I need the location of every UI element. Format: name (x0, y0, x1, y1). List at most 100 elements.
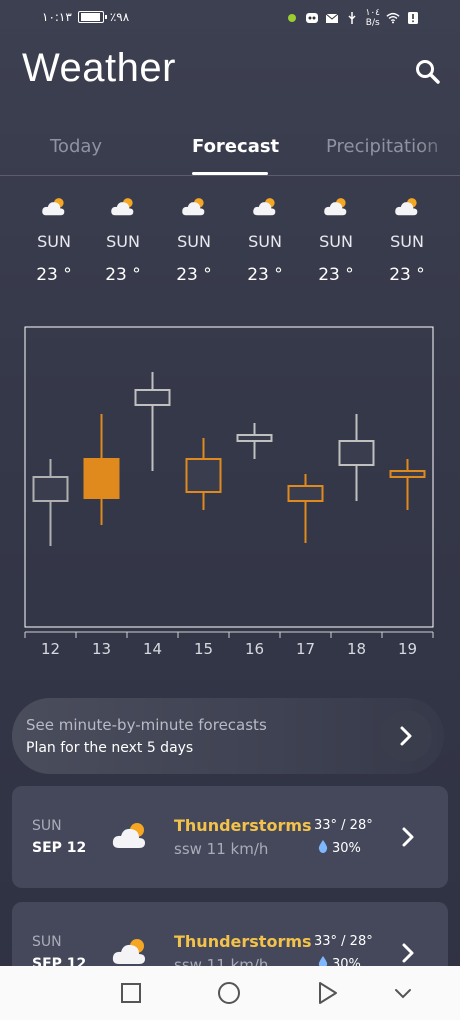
tab-precipitation[interactable]: Precipitation (326, 136, 439, 157)
thunderstorm-weather-icon (110, 820, 150, 852)
forecast-day-temp: 23 ° (176, 265, 212, 285)
status-time: ١٠:١٣ (42, 10, 72, 24)
card-date: SEP 12 (32, 840, 87, 856)
partly-cloudy-icon (182, 198, 205, 216)
candle-body (389, 470, 426, 478)
status-bar: ١٠:١٣ ٪٩٨ ١٠٤ B/s (0, 0, 460, 36)
bug-icon (288, 14, 297, 22)
search-button[interactable] (412, 56, 444, 88)
forecast-day[interactable]: SUN 23 ° (24, 196, 84, 285)
candle-19 (389, 459, 426, 510)
partly-cloudy-icon (322, 196, 350, 218)
status-right: ١٠٤ B/s (285, 8, 420, 28)
forecast-day-temp: 23 ° (389, 265, 425, 285)
wifi-icon (386, 12, 400, 24)
card-day-of-week: SUN (32, 818, 62, 834)
tab-indicator (192, 172, 268, 175)
battery-icon (77, 11, 107, 23)
card-condition: Thunderstorms (174, 932, 312, 951)
candle-13 (83, 414, 120, 525)
partly-cloudy-icon (324, 198, 347, 216)
x-tick-label: 17 (296, 640, 315, 658)
chevron-right-icon (400, 726, 412, 746)
forecast-day-temp: 23 ° (247, 265, 283, 285)
chevron-right-icon[interactable] (398, 826, 418, 848)
alert-icon (408, 12, 418, 24)
candle-body (32, 476, 69, 502)
network-speed: ١٠٤ B/s (365, 8, 380, 28)
forecast-day[interactable]: SUN 23 ° (377, 196, 437, 285)
x-tick-label: 13 (92, 640, 111, 658)
network-speed-value: ١٠٤ (365, 8, 380, 18)
candle-body (185, 458, 222, 493)
forecast-day[interactable]: SUN 23 ° (93, 196, 153, 285)
daily-forecast-card[interactable]: SUN SEP 12 Thunderstorms ssw 11 km/h 33° / 2… (12, 786, 448, 888)
forecast-day-temp: 23 ° (105, 265, 141, 285)
card-day-of-week: SUN (32, 934, 62, 950)
card-precip: 30% (318, 840, 361, 856)
card-temps: 33° / 28° (314, 934, 373, 949)
candle-15 (185, 438, 222, 510)
minute-forecast-banner[interactable]: See minute-by-minute forecasts Plan for … (12, 698, 444, 774)
x-tick-label: 14 (143, 640, 162, 658)
forecast-day-name: SUN (248, 232, 282, 251)
promo-title: See minute-by-minute forecasts (26, 716, 267, 734)
network-speed-unit: B/s (365, 18, 380, 28)
partly-cloudy-icon (40, 196, 68, 218)
partly-cloudy-icon (253, 198, 276, 216)
raindrop-icon (318, 956, 328, 969)
candle-16 (236, 423, 273, 459)
partly-cloudy-icon (180, 196, 208, 218)
app-notification-icon (306, 13, 319, 23)
card-temps: 33° / 28° (314, 818, 373, 833)
forecast-day[interactable]: SUN 23 ° (306, 196, 366, 285)
card-precip-value: 30% (332, 841, 361, 856)
partly-cloudy-icon (42, 198, 65, 216)
x-tick-label: 15 (194, 640, 213, 658)
candle-body (134, 389, 171, 406)
chart-frame (24, 326, 434, 628)
forecast-day-name: SUN (390, 232, 424, 251)
x-tick-label: 16 (245, 640, 264, 658)
status-left: ١٠:١٣ ٪٩٨ (42, 10, 129, 24)
back-triangle-icon[interactable] (314, 980, 340, 1006)
forecast-day-name: SUN (106, 232, 140, 251)
forecast-day-name: SUN (37, 232, 71, 251)
forecast-day-name: SUN (319, 232, 353, 251)
partly-cloudy-icon (393, 196, 421, 218)
promo-subtitle: Plan for the next 5 days (26, 740, 194, 756)
thunderstorm-weather-icon (110, 936, 150, 968)
tab-forecast[interactable]: Forecast (192, 136, 280, 157)
partly-cloudy-icon (251, 196, 279, 218)
tab-bar: Today Forecast Precipitation (0, 128, 460, 176)
candle-body (338, 440, 375, 466)
forecast-day-name: SUN (177, 232, 211, 251)
candle-12 (32, 459, 69, 546)
recents-square-icon[interactable] (118, 980, 144, 1006)
forecast-day[interactable]: SUN 23 ° (235, 196, 295, 285)
candle-18 (338, 414, 375, 501)
card-condition: Thunderstorms (174, 816, 312, 835)
chevron-down-icon[interactable] (390, 980, 416, 1006)
mail-icon (326, 13, 339, 23)
forecast-day-temp: 23 ° (318, 265, 354, 285)
candle-14 (134, 372, 171, 471)
partly-cloudy-icon (112, 939, 145, 964)
partly-cloudy-icon (395, 198, 418, 216)
system-nav-bar (0, 966, 460, 1020)
home-circle-icon[interactable] (216, 980, 242, 1006)
candle-body (287, 485, 324, 502)
candlestick-chart: 12 13 14 15 16 17 18 19 (24, 326, 434, 658)
x-tick-label: 12 (41, 640, 60, 658)
usb-icon (348, 12, 357, 24)
candle-17 (287, 474, 324, 543)
tab-today[interactable]: Today (50, 136, 103, 157)
forecast-day[interactable]: SUN 23 ° (164, 196, 224, 285)
candle-body (83, 458, 120, 499)
promo-open-button[interactable] (380, 710, 432, 762)
search-icon (416, 60, 440, 84)
partly-cloudy-icon (109, 196, 137, 218)
chevron-right-icon[interactable] (398, 942, 418, 964)
x-tick-label: 18 (347, 640, 366, 658)
forecast-chart: 12 13 14 15 16 17 18 19 (0, 320, 460, 670)
